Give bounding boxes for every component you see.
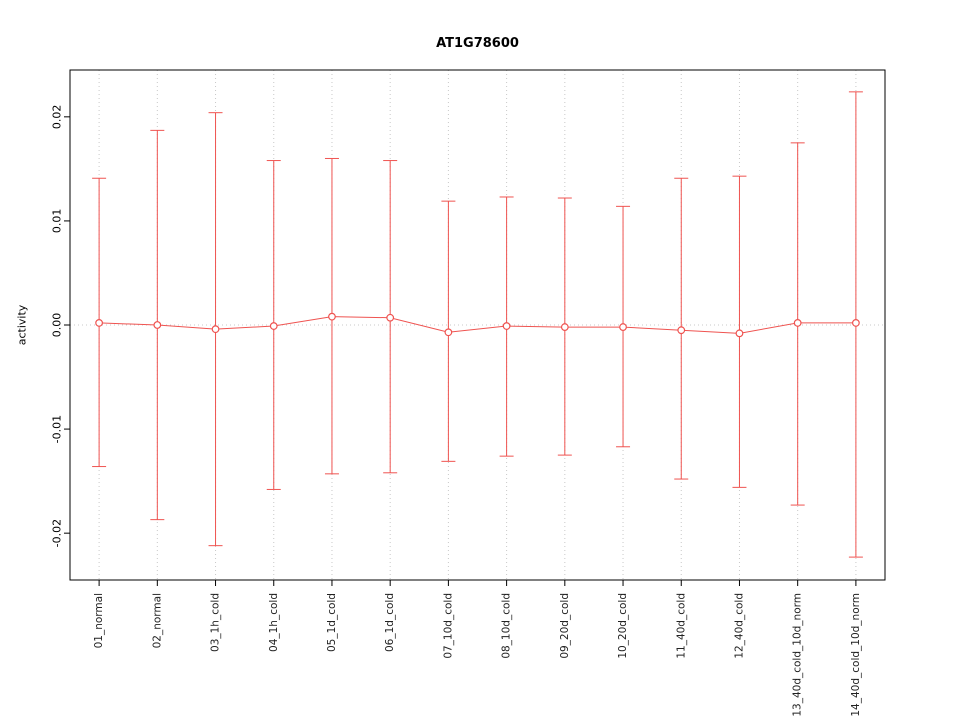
x-category-label: 05_1d_cold: [326, 593, 338, 652]
x-category-label: 10_20d_cold: [617, 593, 629, 659]
data-point: [677, 326, 686, 335]
data-point: [328, 312, 336, 321]
data-point: [211, 325, 220, 334]
chart-title: AT1G78600: [436, 36, 519, 51]
data-point: [444, 328, 453, 337]
data-point: [95, 319, 104, 327]
data-point: [153, 321, 162, 329]
data-point: [735, 329, 744, 338]
data-point: [560, 323, 569, 331]
data-point: [269, 322, 278, 330]
y-tick-label: 0.02: [51, 105, 64, 130]
x-category-label: 02_normal: [151, 593, 163, 648]
data-point: [851, 319, 860, 327]
x-category-label: 09_20d_cold: [559, 593, 571, 659]
x-category-label: 12_40d_cold: [733, 593, 745, 659]
y-tick-label: 0.00: [51, 313, 64, 338]
x-category-label: 07_10d_cold: [442, 593, 454, 659]
series-line: [99, 316, 856, 334]
y-tick-label: 0.01: [51, 209, 64, 234]
x-category-label: 13_40d_cold_10d_norm: [792, 593, 804, 717]
x-category-label: 11_40d_cold: [675, 593, 687, 659]
x-category-label: 04_1h_cold: [268, 593, 280, 652]
data-point: [619, 323, 627, 331]
y-tick-label: -0.01: [51, 415, 64, 443]
x-category-label: 08_10d_cold: [501, 593, 513, 659]
y-tick-label: -0.02: [51, 519, 64, 547]
x-category-label: 14_40d_cold_10d_norm: [850, 593, 862, 717]
x-category-label: 03_1h_cold: [210, 593, 222, 652]
x-category-label: 01_normal: [93, 593, 105, 648]
data-point: [386, 313, 395, 322]
data-point: [793, 319, 802, 327]
data-point: [502, 322, 511, 330]
x-category-label: 06_1d_cold: [384, 593, 396, 652]
